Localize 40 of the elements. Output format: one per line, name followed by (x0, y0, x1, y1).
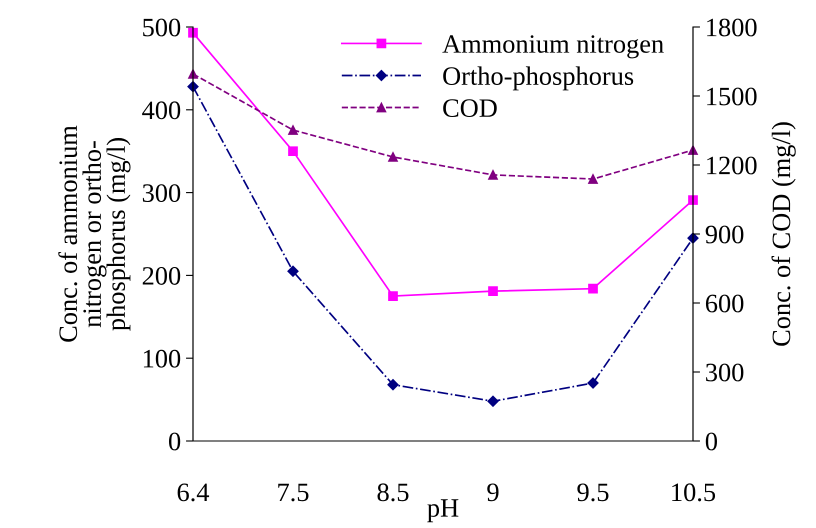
y2-tick-label: 900 (706, 226, 744, 244)
y-tick-label: 200 (142, 267, 180, 285)
legend-label: COD (443, 99, 497, 118)
y-tick-label: 0 (169, 432, 180, 450)
y-tick-label: 100 (144, 350, 180, 368)
y-tick-label: 500 (143, 18, 180, 36)
y2-tick-label: 1200 (707, 156, 757, 174)
x-tick-label: 9 (487, 484, 499, 502)
legend-label: Ortho-phosphorus (443, 66, 634, 90)
x-tick-label: 10.5 (672, 483, 716, 502)
x-tick-label: 9.5 (577, 484, 608, 502)
x-tick-label: 8.5 (378, 483, 408, 502)
legend-label: Ammonium nitrogen (442, 35, 664, 58)
y2-tick-label: 1500 (707, 88, 757, 106)
point (588, 174, 598, 184)
point (187, 81, 199, 92)
x-axis-title: pH (427, 499, 458, 522)
y2-tick-label: 1800 (707, 18, 757, 36)
point (188, 69, 198, 79)
y2-tick-label: 600 (706, 294, 744, 312)
y2-tick-label: 300 (706, 364, 744, 382)
point (388, 291, 398, 301)
point (587, 377, 599, 389)
point (387, 379, 399, 390)
y-tick-label: 400 (142, 101, 180, 120)
point (288, 125, 298, 135)
y2-axis-title: Conc. of COD (mg/l) (771, 122, 796, 346)
y2-tick-label: 0 (706, 432, 717, 450)
point (688, 195, 698, 205)
point (488, 286, 498, 296)
point (487, 396, 499, 407)
y-tick-label: 300 (142, 184, 180, 202)
point (287, 266, 299, 277)
point (588, 284, 598, 294)
y-axis-title: Conc. of ammonium nitrogen or ortho- phosphorus (mg/l) (58, 126, 130, 342)
point (288, 146, 298, 156)
x-tick-label: 7.5 (278, 484, 308, 502)
point (488, 170, 498, 180)
x-tick-label: 6.4 (178, 484, 210, 502)
point (388, 152, 398, 162)
